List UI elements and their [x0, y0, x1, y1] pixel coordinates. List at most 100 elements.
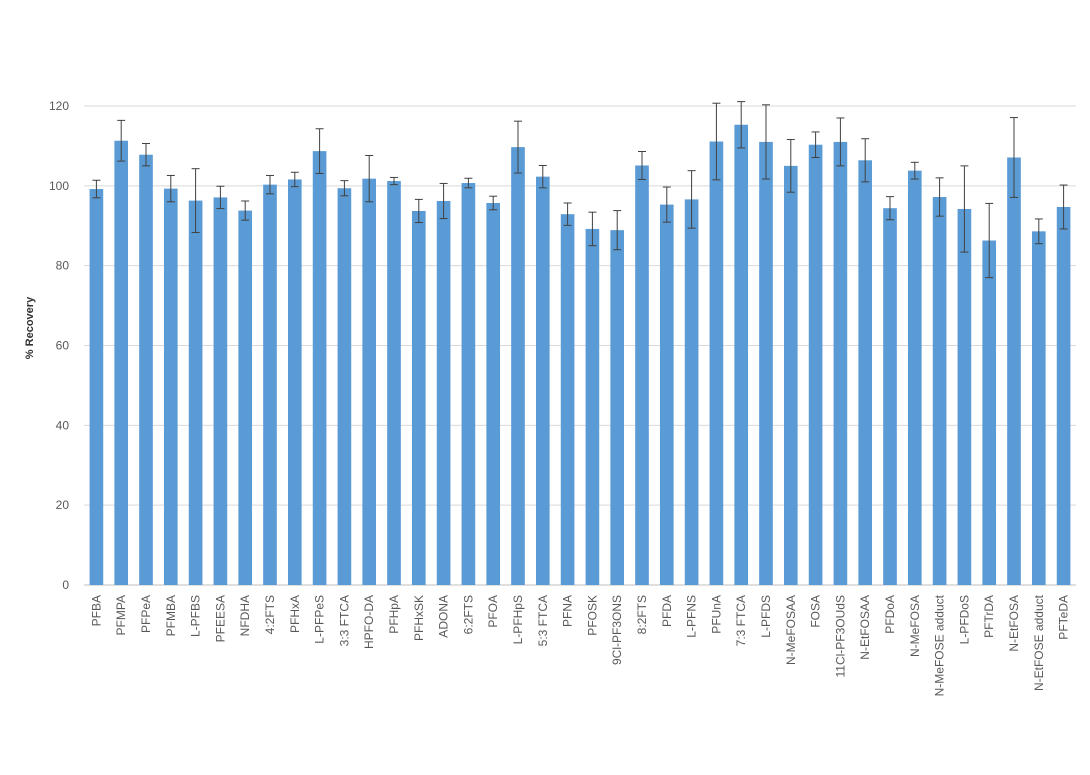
bar: [163, 188, 178, 585]
bar: [808, 144, 823, 585]
x-tick-label: PFUnA: [709, 595, 723, 634]
error-bar: [315, 128, 324, 174]
bar: [560, 214, 575, 585]
bar: [684, 199, 699, 585]
bar: [932, 197, 947, 585]
x-tick-label: N-MeFOSE adduct: [933, 594, 947, 696]
x-tick-label: 5:3 FTCA: [536, 595, 550, 646]
bar: [957, 208, 972, 586]
x-tick-label: PFEESA: [213, 595, 227, 642]
bar: [709, 141, 724, 586]
x-tick-label: PFMPA: [114, 595, 128, 635]
y-axis-ticks: 0 20 40 60 80 100 120: [49, 99, 69, 592]
x-tick-label: PFDoA: [883, 595, 897, 634]
error-bars: [92, 101, 1068, 279]
bar: [89, 189, 104, 585]
bar: [312, 151, 327, 585]
error-bar: [191, 168, 200, 234]
bar: [635, 165, 649, 585]
y-tick-label: 100: [49, 179, 69, 193]
bar: [387, 181, 401, 585]
x-tick-label: 3:3 FTCA: [337, 595, 351, 646]
x-tick-label: N-EtFOSAA: [858, 595, 872, 660]
error-bar: [762, 104, 770, 180]
x-tick-label: FOSA: [809, 595, 823, 628]
x-tick-label: L-PFNS: [685, 595, 699, 638]
error-bar: [836, 117, 845, 167]
bar: [139, 154, 153, 585]
bar: [982, 240, 997, 585]
y-axis-label: % Recovery: [24, 296, 36, 359]
bar: [759, 141, 773, 586]
x-tick-label: 7:3 FTCA: [734, 595, 748, 646]
bar: [411, 210, 426, 585]
x-tick-label: N-MeFOSA: [908, 595, 922, 657]
error-bar: [935, 177, 944, 217]
bar: [585, 228, 600, 585]
error-bar: [811, 131, 820, 158]
x-tick-label: N-MeFOSAA: [784, 595, 798, 665]
y-tick-label: 20: [56, 498, 70, 512]
y-tick-label: 60: [56, 339, 70, 353]
bar: [238, 210, 253, 585]
error-bar: [1059, 184, 1068, 230]
error-bar: [414, 198, 423, 224]
x-tick-label: PFOA: [486, 595, 500, 628]
x-tick-label: PFNA: [561, 595, 575, 627]
error-bar: [1034, 218, 1043, 245]
error-bar: [861, 138, 870, 183]
bar: [114, 140, 129, 586]
error-bar: [290, 171, 299, 188]
bar: [883, 208, 897, 586]
error-bar: [1010, 117, 1018, 198]
error-bar: [886, 196, 894, 221]
bar: [610, 230, 625, 585]
error-bar: [365, 154, 374, 203]
error-bar: [960, 165, 969, 253]
gridlines: [84, 105, 1076, 586]
x-tick-label: PFBA: [89, 595, 103, 626]
bar: [734, 124, 749, 585]
bar: [1056, 206, 1071, 585]
x-tick-label: PFMBA: [164, 595, 178, 636]
bar: [907, 170, 922, 586]
error-bar: [910, 161, 919, 180]
bar: [486, 202, 501, 585]
error-bar: [687, 170, 696, 229]
x-tick-label: PFTrDA: [982, 595, 996, 638]
error-bar: [266, 174, 274, 195]
y-tick-label: 80: [56, 259, 70, 273]
error-bar: [439, 182, 448, 220]
x-tick-label: L-PFDoS: [957, 595, 971, 644]
bar: [337, 188, 352, 585]
error-bar: [390, 176, 398, 186]
bar: [833, 141, 848, 586]
bar: [263, 184, 277, 585]
x-tick-label: N-EtFOSA: [1007, 595, 1021, 652]
x-tick-label: 9Cl-PF3ONS: [610, 595, 624, 665]
bar: [535, 176, 550, 585]
x-tick-label: 8:2FTS: [635, 595, 649, 634]
error-bar: [514, 120, 522, 174]
bar: [511, 147, 525, 585]
x-tick-label: PFOSK: [585, 595, 599, 636]
error-bar: [340, 180, 349, 197]
bars: [89, 124, 1071, 586]
x-tick-label: PFDA: [660, 595, 674, 627]
x-tick-label: NFDHA: [238, 595, 252, 636]
x-tick-label: PFPeA: [139, 595, 153, 633]
error-bar: [563, 202, 572, 226]
x-tick-label: PFHxSK: [412, 595, 426, 641]
x-tick-label: N-EtFOSE adduct: [1032, 594, 1046, 691]
error-bar: [613, 210, 622, 251]
x-axis-ticks: PFBA PFMPA PFPeA PFMBA L-PFBS PFEESA NFDHA 4:2F…: [89, 594, 1070, 696]
x-tick-label: ADONA: [437, 595, 451, 638]
x-tick-label: PFHxA: [288, 595, 302, 633]
error-bar: [117, 119, 126, 162]
bar: [659, 204, 674, 585]
x-tick-label: L-PFDS: [759, 595, 773, 638]
bar: [783, 165, 798, 585]
y-tick-label: 40: [56, 418, 70, 432]
y-tick-label: 0: [62, 578, 69, 592]
